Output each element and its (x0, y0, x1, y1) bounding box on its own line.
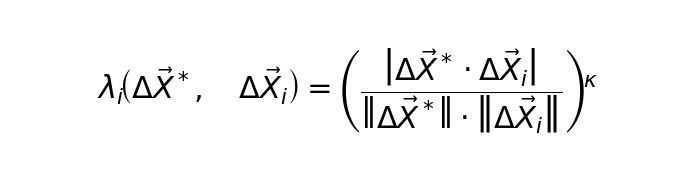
Text: $\lambda_i\!\left(\Delta\vec{X}^*,\quad \Delta\vec{X}_i\right) = \left(\dfrac{\l: $\lambda_i\!\left(\Delta\vec{X}^*,\quad … (96, 47, 598, 136)
